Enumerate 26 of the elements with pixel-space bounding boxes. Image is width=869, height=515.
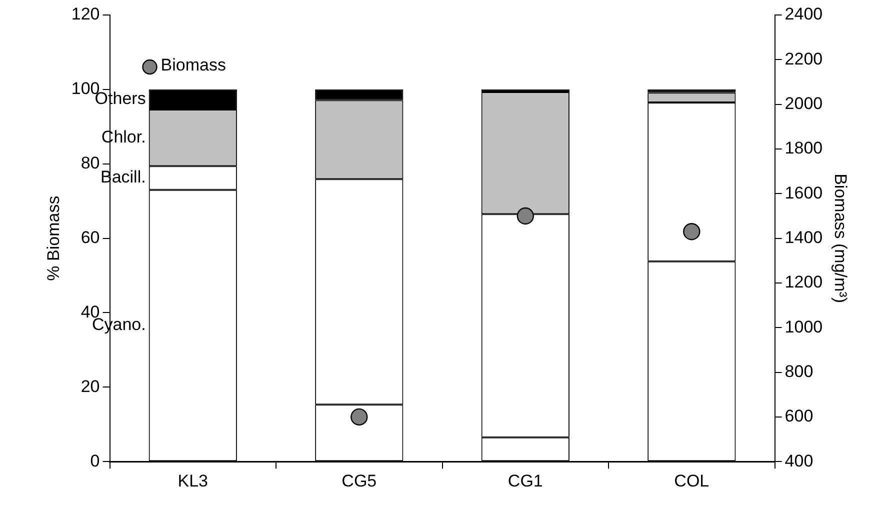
legend-label: Biomass bbox=[160, 56, 226, 75]
y2-tick-label: 800 bbox=[784, 362, 814, 381]
y-tick-label: 80 bbox=[80, 154, 100, 173]
y2-tick-label: 1800 bbox=[784, 138, 823, 158]
y2-tick-label: 400 bbox=[784, 451, 814, 470]
point bbox=[683, 223, 700, 240]
point bbox=[350, 408, 368, 426]
y-tick-label: 0 bbox=[90, 451, 100, 470]
y2-tick-label: 2400 bbox=[784, 4, 823, 24]
y2-tick-label: 1600 bbox=[784, 183, 823, 202]
y2-tick-label: 1200 bbox=[784, 272, 823, 292]
x-tick-label: CG5 bbox=[342, 471, 377, 490]
x-tick-label: COL bbox=[674, 471, 710, 490]
point bbox=[516, 207, 534, 225]
y2-axis-title: Biomass (mg/m³) bbox=[831, 174, 850, 304]
y2-tick-label: 2000 bbox=[784, 94, 823, 114]
y2-tick-label: 600 bbox=[784, 406, 814, 426]
y-tick-label: 60 bbox=[80, 228, 100, 247]
x-tick-label: CG1 bbox=[508, 471, 543, 490]
x-tick-label: KL3 bbox=[178, 471, 208, 490]
y-tick-label: 20 bbox=[80, 376, 100, 396]
y2-tick-label: 2200 bbox=[784, 49, 823, 68]
y2-tick-label: 1000 bbox=[784, 317, 823, 336]
y-tick-label: 120 bbox=[71, 4, 100, 24]
y2-tick-label: 1400 bbox=[784, 228, 823, 247]
y-axis-title: % Biomass bbox=[44, 196, 63, 281]
